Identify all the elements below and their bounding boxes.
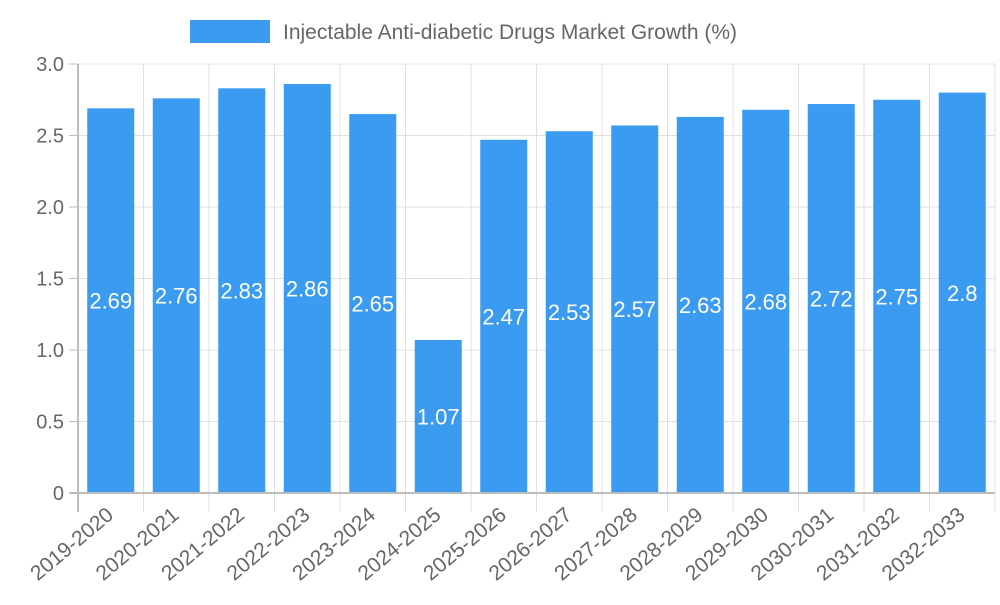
bar xyxy=(545,131,593,493)
y-tick-label: 3.0 xyxy=(36,54,64,76)
data-label: 2.72 xyxy=(810,287,853,312)
bar xyxy=(480,139,528,494)
data-label: 2.69 xyxy=(89,289,132,314)
legend-label: Injectable Anti-diabetic Drugs Market Gr… xyxy=(283,21,737,44)
bar xyxy=(152,98,200,493)
data-label: 2.63 xyxy=(679,293,722,318)
data-label: 2.76 xyxy=(155,284,198,309)
bar xyxy=(87,108,135,493)
data-label: 2.75 xyxy=(875,284,918,309)
bar xyxy=(349,114,397,494)
data-label: 2.83 xyxy=(220,279,263,304)
y-tick-label: 0 xyxy=(53,483,64,505)
data-label: 2.53 xyxy=(548,300,591,325)
bar xyxy=(873,99,921,493)
bar xyxy=(807,104,855,493)
y-tick-label: 2.5 xyxy=(36,126,64,148)
bar xyxy=(283,84,331,494)
data-label: 2.47 xyxy=(482,304,525,329)
y-tick-label: 1.5 xyxy=(36,269,64,291)
y-tick-label: 2.0 xyxy=(36,197,64,219)
bar xyxy=(742,109,790,493)
data-label: 2.86 xyxy=(286,277,329,302)
bar xyxy=(611,125,659,494)
y-tick-label: 0.5 xyxy=(36,412,64,434)
data-label: 1.07 xyxy=(417,404,460,429)
data-label: 2.65 xyxy=(351,292,394,317)
bar xyxy=(414,339,462,493)
data-label: 2.57 xyxy=(613,297,656,322)
legend-swatch xyxy=(190,20,270,43)
bar xyxy=(676,116,724,493)
bar xyxy=(218,88,266,493)
y-tick-label: 1.0 xyxy=(36,340,64,362)
data-label: 2.68 xyxy=(744,289,787,314)
data-label: 2.8 xyxy=(947,281,978,306)
legend[interactable]: Injectable Anti-diabetic Drugs Market Gr… xyxy=(190,20,737,44)
bar xyxy=(938,92,986,493)
